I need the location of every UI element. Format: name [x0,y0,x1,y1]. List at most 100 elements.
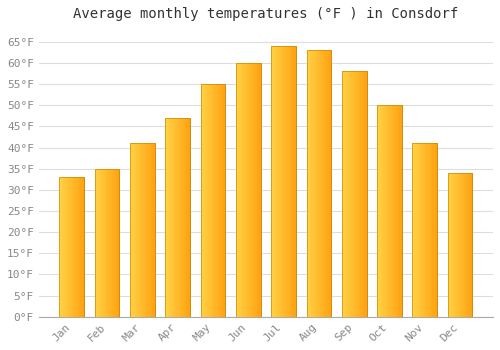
Bar [358,71,359,317]
Bar [271,46,296,317]
Bar [152,143,154,317]
Bar [207,84,208,317]
Bar [145,143,146,317]
Bar [434,143,436,317]
Bar [377,105,378,317]
Bar [60,177,62,317]
Bar [130,143,132,317]
Bar [136,143,138,317]
Bar [138,143,140,317]
Bar [346,71,347,317]
Bar [178,118,179,317]
Bar [175,118,176,317]
Bar [98,169,100,317]
Bar [64,177,66,317]
Bar [363,71,364,317]
Bar [173,118,174,317]
Bar [465,173,466,317]
Bar [381,105,382,317]
Bar [309,50,310,317]
Bar [462,173,464,317]
Bar [387,105,388,317]
Bar [382,105,384,317]
Bar [224,84,226,317]
Bar [449,173,450,317]
Bar [244,63,246,317]
Bar [185,118,186,317]
Bar [314,50,315,317]
Bar [114,169,116,317]
Bar [118,169,120,317]
Bar [150,143,151,317]
Bar [448,173,472,317]
Bar [322,50,324,317]
Bar [455,173,456,317]
Bar [107,169,108,317]
Bar [60,177,84,317]
Bar [236,63,237,317]
Bar [76,177,78,317]
Bar [141,143,142,317]
Bar [468,173,470,317]
Bar [94,169,120,317]
Bar [72,177,73,317]
Bar [282,46,284,317]
Bar [218,84,219,317]
Bar [390,105,392,317]
Bar [308,50,309,317]
Bar [306,50,331,317]
Bar [241,63,242,317]
Bar [426,143,427,317]
Bar [242,63,244,317]
Bar [354,71,356,317]
Bar [80,177,82,317]
Bar [353,71,354,317]
Bar [292,46,294,317]
Bar [82,177,83,317]
Bar [112,169,114,317]
Bar [397,105,398,317]
Bar [240,63,241,317]
Bar [236,63,260,317]
Bar [412,143,437,317]
Bar [424,143,425,317]
Bar [67,177,68,317]
Bar [454,173,455,317]
Bar [271,46,296,317]
Bar [312,50,314,317]
Bar [179,118,180,317]
Bar [258,63,260,317]
Bar [78,177,79,317]
Bar [134,143,135,317]
Bar [202,84,203,317]
Bar [431,143,432,317]
Bar [315,50,316,317]
Bar [172,118,173,317]
Bar [146,143,148,317]
Bar [430,143,431,317]
Bar [396,105,397,317]
Bar [386,105,387,317]
Bar [348,71,349,317]
Bar [418,143,420,317]
Bar [330,50,331,317]
Bar [210,84,212,317]
Bar [456,173,458,317]
Bar [274,46,275,317]
Bar [204,84,206,317]
Bar [100,169,101,317]
Bar [83,177,84,317]
Bar [448,173,472,317]
Bar [290,46,291,317]
Bar [188,118,189,317]
Bar [350,71,352,317]
Bar [318,50,319,317]
Bar [94,169,120,317]
Bar [169,118,170,317]
Bar [206,84,207,317]
Bar [223,84,224,317]
Bar [166,118,190,317]
Bar [101,169,102,317]
Bar [470,173,471,317]
Bar [271,46,272,317]
